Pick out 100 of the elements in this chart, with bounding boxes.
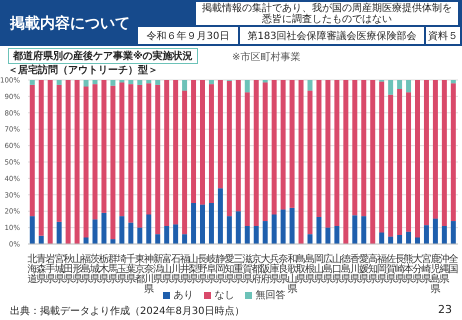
text: 第183回社会保障審議会医療保険部会 bbox=[240, 27, 424, 44]
bar bbox=[137, 84, 142, 228]
bar bbox=[92, 219, 98, 244]
bar bbox=[119, 82, 124, 216]
bar bbox=[48, 80, 53, 244]
bar bbox=[110, 86, 116, 240]
x-tick-label: 長崎県 bbox=[394, 254, 405, 285]
legend-label: 無回答 bbox=[256, 290, 286, 301]
text: 令和６年９月30日 bbox=[138, 27, 238, 44]
bar bbox=[352, 215, 358, 244]
bar bbox=[128, 80, 134, 84]
bar bbox=[200, 80, 205, 205]
x-tick-label: 愛媛県 bbox=[358, 253, 369, 285]
x-tick-label: 青森県 bbox=[36, 253, 46, 285]
text: 資料５ bbox=[426, 27, 460, 44]
bar bbox=[226, 80, 232, 216]
x-tick-label: 奈良県 bbox=[278, 254, 288, 285]
x-tick-label: 和歌山県 bbox=[287, 253, 298, 295]
bar bbox=[325, 228, 330, 244]
x-tick-label: 岩手県 bbox=[45, 253, 56, 285]
bar bbox=[128, 84, 134, 223]
bar bbox=[334, 226, 340, 244]
bar bbox=[92, 84, 98, 220]
chart-title: 都道府県別の産後ケア事業※の実施状況 bbox=[8, 48, 198, 64]
bar bbox=[30, 80, 35, 85]
x-tick-label: 福島県 bbox=[81, 253, 92, 285]
bar bbox=[316, 216, 322, 244]
bar bbox=[397, 89, 402, 235]
bar bbox=[272, 214, 277, 244]
bar bbox=[290, 208, 295, 244]
bar bbox=[432, 80, 438, 219]
x-tick-label: 富山県 bbox=[162, 253, 172, 285]
bar bbox=[191, 203, 196, 244]
x-tick-label: 長野県 bbox=[198, 254, 208, 285]
bar bbox=[110, 80, 116, 86]
bar bbox=[164, 80, 170, 226]
x-tick-label: 岐阜県 bbox=[206, 253, 217, 285]
bar bbox=[262, 82, 268, 222]
bar bbox=[182, 234, 188, 244]
bar bbox=[84, 80, 89, 87]
x-tick-label: 新潟県 bbox=[152, 253, 163, 285]
x-tick-label: 千葉県 bbox=[126, 253, 136, 285]
bar bbox=[66, 80, 71, 244]
bar bbox=[110, 239, 116, 244]
x-tick-label: 沖縄県 bbox=[438, 253, 450, 285]
x-tick-label: 鹿児島県 bbox=[430, 253, 441, 295]
bar bbox=[262, 221, 268, 244]
x-tick-label: 山梨県 bbox=[188, 253, 199, 285]
bar bbox=[146, 80, 152, 84]
bar bbox=[388, 236, 394, 244]
bar bbox=[191, 80, 196, 203]
bar bbox=[379, 82, 384, 233]
x-tick-label: 宮崎県 bbox=[422, 253, 432, 285]
x-tick-label: 高知県 bbox=[368, 253, 378, 285]
text: 掲載情報の集計であり、我が国の周産期医療提供体制を悉皆に調査したものではない bbox=[196, 2, 458, 25]
bar bbox=[361, 80, 366, 216]
bar bbox=[388, 80, 394, 95]
x-tick-label: 熊本県 bbox=[404, 253, 414, 285]
bar bbox=[84, 86, 89, 238]
bar bbox=[254, 80, 259, 226]
source-note: 出典：掲載データより作成（2024年8月30日時点） bbox=[10, 304, 245, 318]
x-tick-label: 埼玉県 bbox=[116, 253, 128, 285]
bar bbox=[432, 218, 438, 244]
bar bbox=[308, 90, 312, 234]
bar bbox=[38, 80, 44, 236]
bar bbox=[56, 80, 62, 85]
bar bbox=[38, 236, 44, 244]
bar bbox=[173, 80, 178, 224]
bar bbox=[397, 234, 402, 244]
bar bbox=[244, 226, 250, 244]
bar bbox=[361, 216, 366, 244]
bar bbox=[226, 216, 232, 244]
text: 掲載内容について bbox=[10, 14, 130, 33]
x-tick-label: 岡山県 bbox=[314, 254, 324, 285]
bar bbox=[406, 92, 412, 232]
bar bbox=[343, 80, 348, 244]
bar bbox=[406, 80, 412, 92]
bar bbox=[84, 237, 89, 244]
text: ※市区町村事業 bbox=[232, 50, 300, 64]
bar bbox=[155, 80, 160, 85]
text: 23 bbox=[438, 303, 452, 316]
x-tick-label: 福井県 bbox=[180, 253, 190, 285]
bar bbox=[155, 234, 160, 244]
x-tick-label: 島根県 bbox=[305, 253, 316, 285]
bar bbox=[388, 94, 394, 237]
bar bbox=[415, 80, 420, 238]
bar bbox=[92, 80, 98, 84]
bar bbox=[236, 211, 241, 244]
bar bbox=[450, 80, 456, 84]
bar bbox=[316, 80, 322, 217]
x-tick-label: 茨城県 bbox=[89, 253, 100, 285]
x-tick-label: 福岡県 bbox=[376, 253, 387, 285]
bar bbox=[146, 83, 152, 214]
bar bbox=[254, 226, 259, 244]
x-tick-label: 大阪府 bbox=[260, 253, 270, 285]
bar bbox=[200, 204, 205, 244]
x-tick-label: 香川県 bbox=[350, 253, 360, 285]
bar bbox=[298, 80, 304, 244]
x-tick-label: 石川県 bbox=[170, 254, 181, 285]
chart-subtitle: ＜居宅訪問（アウトリーチ）型＞ bbox=[8, 63, 158, 77]
